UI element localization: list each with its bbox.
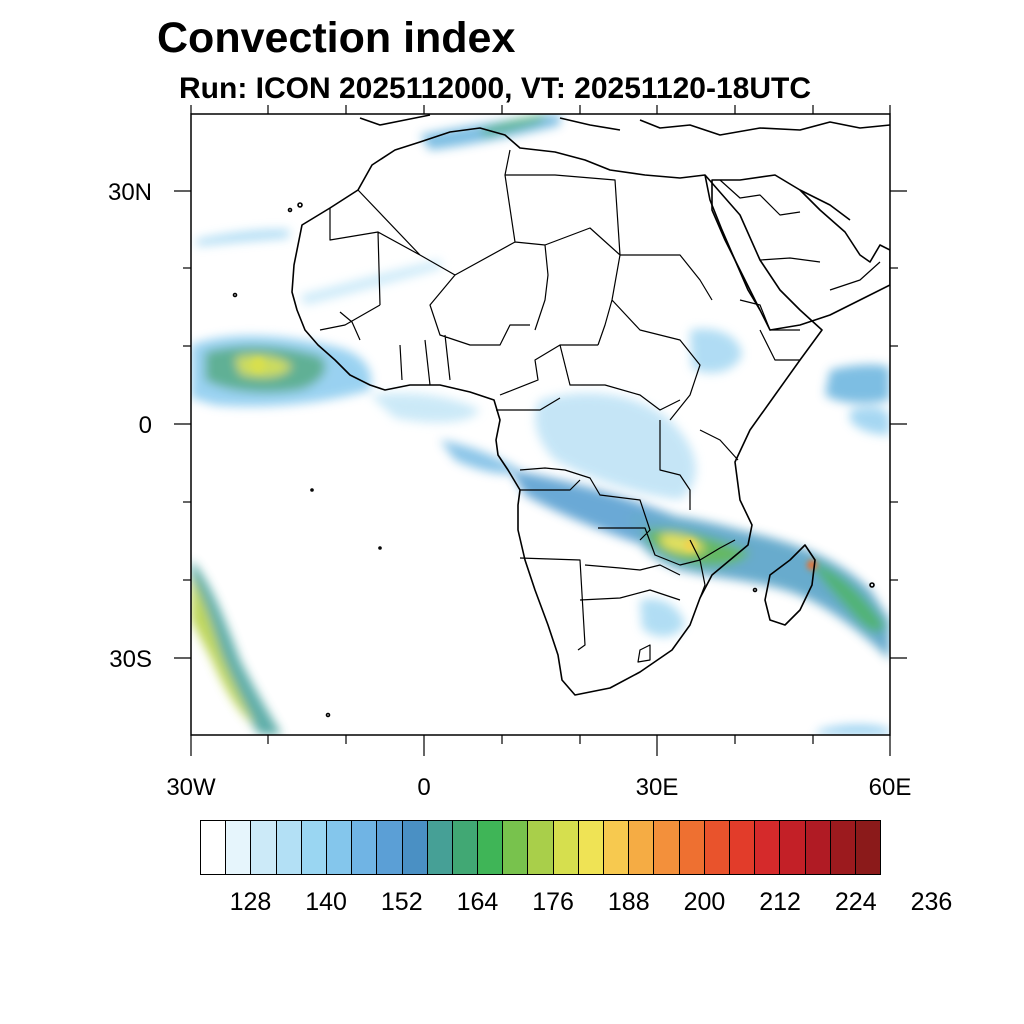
colorbar-label: 176 — [532, 888, 574, 916]
colorbar-label: 200 — [683, 888, 726, 916]
colorbar-cell — [251, 821, 277, 874]
colorbar-label: 212 — [759, 888, 801, 916]
colorbar-cell — [452, 821, 479, 874]
central-africa-area — [535, 392, 697, 500]
convection-field — [191, 114, 890, 735]
lat-label-30s: 30S — [109, 646, 152, 673]
colorbar-cell — [578, 821, 604, 874]
colorbar-cell — [830, 821, 856, 874]
lon-label-30w: 30W — [166, 774, 216, 801]
colorbar-label: 128 — [229, 888, 272, 916]
colorbar-cell — [478, 821, 504, 874]
south-africa-area — [640, 598, 685, 637]
chart-title: Convection index — [157, 14, 516, 62]
colorbar-label: 140 — [305, 888, 347, 916]
colorbar-cell — [326, 821, 353, 874]
atlantic-peak — [251, 358, 265, 372]
colorbar-cell — [528, 821, 554, 874]
gulf-coast — [799, 189, 851, 221]
colorbar-cell — [427, 821, 453, 874]
zambia-peak — [684, 539, 696, 551]
colorbar-label: 224 — [834, 888, 877, 916]
colorbar-label: 188 — [607, 888, 650, 916]
horn-streak — [815, 725, 890, 735]
colorbar-cell — [729, 821, 756, 874]
south-atlantic-front — [191, 560, 282, 735]
madagascar-coastline — [764, 544, 816, 626]
colorbar — [200, 820, 881, 875]
colorbar-cell — [201, 821, 227, 874]
chart-subtitle: Run: ICON 2025112000, VT: 20251120-18UTC — [179, 72, 812, 105]
subtropical-streak-2 — [300, 260, 442, 305]
lat-label-0: 0 — [138, 412, 152, 439]
colorbar-cell — [679, 821, 705, 874]
africa-coastline — [291, 127, 823, 696]
colorbar-cell — [755, 821, 781, 874]
colorbar-cell — [226, 821, 252, 874]
colorbar-cell — [377, 821, 403, 874]
lon-label-0: 0 — [417, 774, 431, 801]
colorbar-cell — [780, 821, 806, 874]
mediterranean-core — [480, 114, 548, 136]
coastlines — [232, 114, 890, 718]
colorbar-cell — [805, 821, 831, 874]
equatorial-band — [440, 440, 520, 474]
subtropical-streak-1 — [195, 229, 290, 246]
colorbar-label: 236 — [910, 888, 953, 916]
colorbar-cell — [704, 821, 730, 874]
lon-label-30e: 30E — [635, 774, 679, 801]
colorbar-cell — [855, 821, 881, 874]
colorbar-label: 164 — [456, 888, 499, 916]
colorbar-cell — [553, 821, 579, 874]
south-atlantic-front-core — [191, 575, 255, 725]
lon-label-60e: 60E — [868, 774, 912, 801]
colorbar-cell — [604, 821, 630, 874]
colorbar-cell — [654, 821, 680, 874]
ethiopia-area — [690, 328, 742, 373]
arabia-coastline — [711, 174, 890, 331]
colorbar-cell — [301, 821, 327, 874]
red-sea-coast — [704, 174, 761, 311]
gulf-guinea-area — [370, 393, 480, 423]
axis-ticks — [174, 105, 907, 756]
colorbar-cell — [276, 821, 302, 874]
colorbar-cell — [503, 821, 529, 874]
borders — [319, 149, 881, 663]
colorbar-cell — [629, 821, 655, 874]
east-indian-ocean — [825, 364, 890, 404]
colorbar-cell — [352, 821, 378, 874]
lat-label-30n: 30N — [107, 179, 152, 206]
colorbar-label: 152 — [380, 888, 423, 916]
madagascar-east-band — [810, 560, 885, 633]
east-indian-ocean-2 — [850, 407, 890, 435]
europe-coast — [359, 114, 890, 136]
colorbar-cell — [402, 821, 428, 874]
